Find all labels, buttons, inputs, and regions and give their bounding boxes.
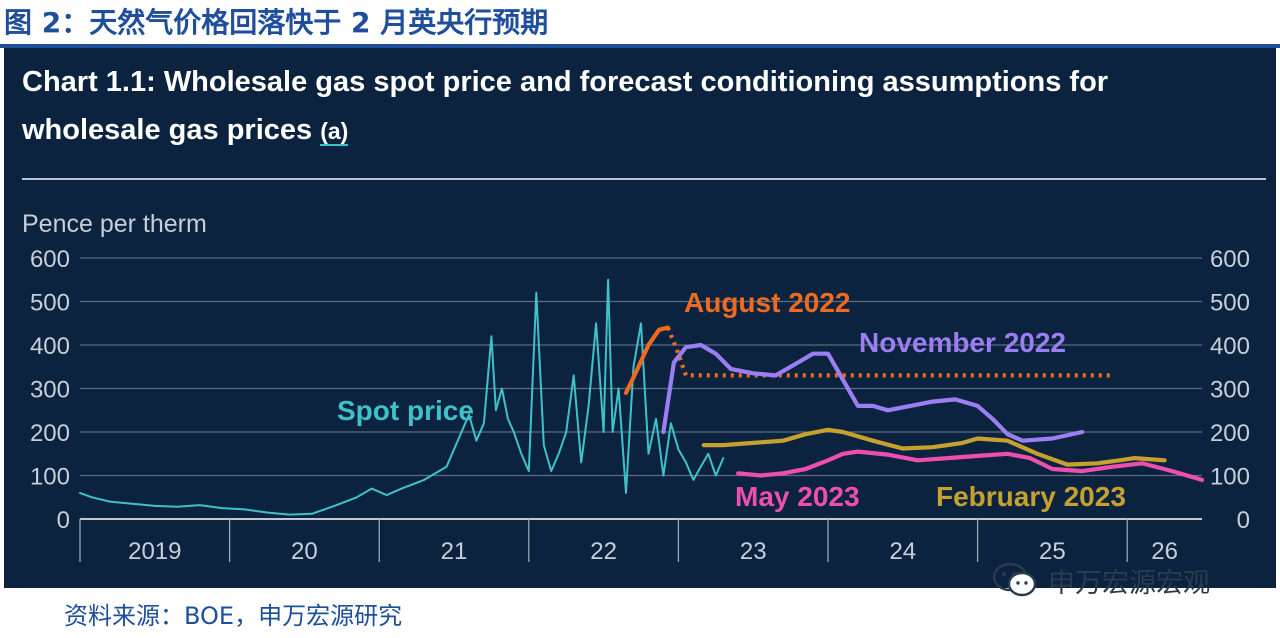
y-axis-label: Pence per therm <box>22 210 207 238</box>
x-tick-22: 22 <box>590 538 617 565</box>
chart-title-text: Chart 1.1: Wholesale gas spot price and … <box>22 66 1109 146</box>
y-tick-right-500: 500 <box>1210 290 1250 317</box>
y-tick-right-0: 0 <box>1237 507 1250 534</box>
watermark: 申万宏源宏观 <box>992 560 1210 600</box>
series-label-may-2023: May 2023 <box>735 481 860 512</box>
y-tick-left-600: 600 <box>30 246 70 273</box>
series-line-spot-price <box>79 278 725 516</box>
x-tick-21: 21 <box>441 538 468 565</box>
x-tick-2019: 2019 <box>128 538 181 565</box>
series-line-august-2022 <box>623 325 671 395</box>
x-tick-25: 25 <box>1039 538 1066 565</box>
y-tick-right-600: 600 <box>1210 246 1250 273</box>
y-tick-left-300: 300 <box>30 377 70 404</box>
x-tick-23: 23 <box>740 538 767 565</box>
y-tick-right-300: 300 <box>1210 377 1250 404</box>
y-tick-right-400: 400 <box>1210 333 1250 360</box>
series-line-may-2023 <box>736 449 1205 482</box>
x-tick-26: 26 <box>1151 538 1178 565</box>
figure-title: 图 2：天然气价格回落快于 2 月英央行预期 <box>4 6 549 39</box>
chart-plot: Pence per therm 0 0 100 100 200 200 300 300 400 4… <box>22 210 1250 565</box>
y-tick-left-500: 500 <box>30 290 70 317</box>
series-line-november-2022 <box>661 342 1085 443</box>
y-tick-left-100: 100 <box>30 464 70 491</box>
chart-title-divider <box>22 178 1266 180</box>
wechat-icon <box>992 562 1037 597</box>
chart-title: Chart 1.1: Wholesale gas spot price and … <box>22 58 1222 155</box>
title-rule <box>0 44 1280 48</box>
y-tick-right-200: 200 <box>1210 420 1250 447</box>
series-label-august-2022: August 2022 <box>684 287 851 318</box>
x-tick-20: 20 <box>291 538 318 565</box>
source-note: 资料来源：BOE，申万宏源研究 <box>64 602 403 630</box>
watermark-text: 申万宏源宏观 <box>1048 567 1210 599</box>
y-tick-left-400: 400 <box>30 333 70 360</box>
x-tick-24: 24 <box>889 538 916 565</box>
series-line-february-2023 <box>701 427 1167 467</box>
series-label-spot-price: Spot price <box>337 395 474 426</box>
y-tick-left-0: 0 <box>57 507 70 534</box>
y-tick-right-100: 100 <box>1210 464 1250 491</box>
chart-title-note-link[interactable]: (a) <box>320 118 349 146</box>
series-label-february-2023: February 2023 <box>936 481 1126 512</box>
chart-panel: Chart 1.1: Wholesale gas spot price and … <box>4 48 1276 588</box>
series-label-november-2022: November 2022 <box>859 327 1066 358</box>
series-line-august-2022-assumption <box>665 326 1113 378</box>
y-tick-left-200: 200 <box>30 420 70 447</box>
